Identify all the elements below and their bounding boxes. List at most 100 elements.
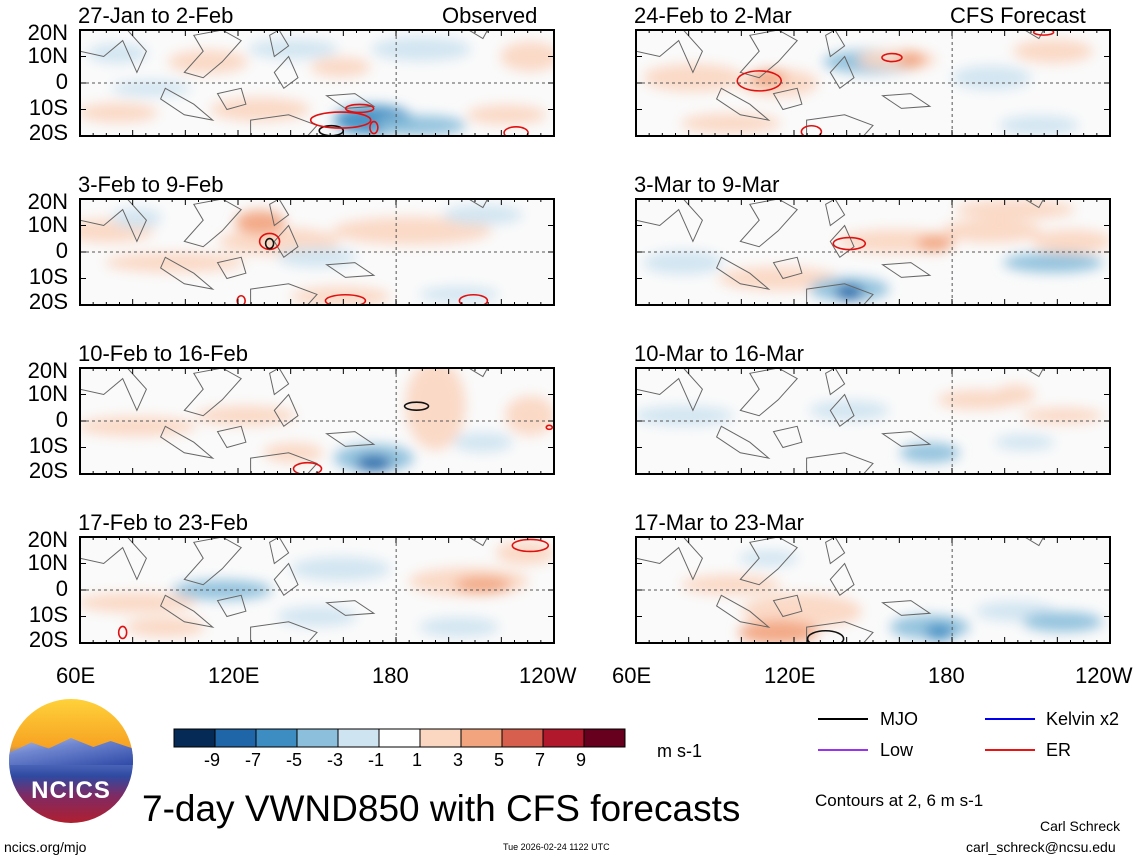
coastline bbox=[250, 283, 318, 305]
coastline bbox=[325, 600, 376, 616]
y-tick-label: 10N bbox=[27, 212, 68, 237]
anomaly-blob bbox=[290, 556, 391, 581]
coastline bbox=[80, 30, 147, 74]
anomaly-blob bbox=[263, 442, 324, 463]
anomaly-blob bbox=[80, 416, 197, 437]
coastline bbox=[739, 368, 798, 417]
map-panel bbox=[635, 198, 1111, 306]
coastline bbox=[216, 594, 247, 618]
anomaly-blob bbox=[454, 576, 511, 593]
wave-contour bbox=[503, 126, 529, 136]
anomaly-blob bbox=[125, 617, 206, 638]
coastline bbox=[806, 621, 874, 643]
anomaly-blob bbox=[310, 57, 371, 78]
coastline bbox=[739, 537, 798, 586]
y-tick-label: 20S bbox=[28, 458, 68, 483]
coastline bbox=[216, 256, 247, 280]
coastline bbox=[739, 30, 798, 79]
coastline bbox=[325, 431, 376, 447]
anomaly-blob bbox=[916, 235, 953, 252]
colorbar-tick: -7 bbox=[244, 750, 261, 770]
anomaly-blob bbox=[738, 550, 799, 567]
colorbar-swatch bbox=[214, 728, 257, 748]
x-tick-label: 180 bbox=[928, 663, 965, 688]
wave-contour bbox=[258, 232, 281, 251]
coastline bbox=[1023, 537, 1045, 547]
coastline bbox=[829, 562, 855, 597]
x-tick-label: 60E bbox=[56, 663, 96, 688]
coastline bbox=[825, 199, 846, 227]
contour-note: Contours at 2, 6 m s-1 bbox=[815, 791, 984, 810]
coastline bbox=[269, 199, 290, 227]
coastline bbox=[772, 87, 803, 111]
wave-contour bbox=[806, 629, 845, 643]
coastline bbox=[772, 594, 803, 618]
anomaly-blob bbox=[636, 405, 734, 426]
anomaly-blob bbox=[419, 286, 500, 303]
y-tick-label: 20N bbox=[27, 20, 68, 45]
x-tick-label: 120E bbox=[208, 663, 260, 688]
coastline bbox=[273, 224, 299, 259]
coastline bbox=[829, 55, 855, 90]
colorbar-tick: -5 bbox=[285, 750, 302, 770]
anomaly-blob bbox=[899, 442, 960, 463]
colorbar-swatch bbox=[296, 728, 339, 748]
y-tick-label: 0 bbox=[55, 576, 68, 601]
anomaly-field bbox=[80, 368, 554, 473]
colorbar-tick: 1 bbox=[411, 750, 422, 770]
coastline bbox=[159, 87, 215, 121]
figure-title: 7-day VWND850 with CFS forecasts bbox=[142, 788, 741, 829]
anomaly-blob bbox=[210, 97, 311, 122]
coastline bbox=[467, 30, 489, 40]
x-tick-label: 120E bbox=[764, 663, 816, 688]
coastline bbox=[80, 537, 147, 581]
map-panel bbox=[635, 29, 1111, 137]
anomaly-blob bbox=[355, 455, 392, 472]
colorbar-tick: 3 bbox=[452, 750, 463, 770]
y-tick-label: 20N bbox=[27, 358, 68, 383]
anomaly-blob bbox=[331, 216, 492, 245]
x-tick-label: 120W bbox=[1075, 664, 1133, 688]
wave-contour bbox=[117, 625, 128, 640]
coastline bbox=[772, 256, 803, 280]
anomaly-field bbox=[80, 540, 554, 638]
y-tick-label: 10N bbox=[27, 381, 68, 406]
anomaly-blob bbox=[87, 43, 148, 64]
map-panel bbox=[79, 536, 555, 644]
y-tick-label: 10S bbox=[28, 602, 68, 627]
anomaly-blob bbox=[235, 210, 286, 235]
panel-title: 3-Feb to 9-Feb bbox=[78, 172, 224, 197]
anomaly-blob bbox=[452, 432, 513, 453]
anomaly-blob bbox=[1013, 39, 1094, 64]
anomaly-blob bbox=[750, 69, 787, 86]
colorbar-swatch bbox=[337, 728, 380, 748]
coastline bbox=[636, 199, 703, 243]
coastline bbox=[829, 224, 855, 259]
coastline bbox=[80, 199, 147, 243]
coastline bbox=[467, 368, 489, 378]
anomaly-blob bbox=[505, 395, 554, 436]
coastline bbox=[80, 368, 147, 412]
y-tick-label: 10S bbox=[28, 95, 68, 120]
y-tick-label: 20N bbox=[27, 189, 68, 214]
anomaly-blob bbox=[995, 384, 1036, 405]
anomaly-blob bbox=[442, 204, 523, 225]
anomaly-blob bbox=[277, 606, 357, 627]
coastline bbox=[467, 537, 489, 547]
anomaly-blob bbox=[1003, 252, 1104, 273]
wave-contour bbox=[403, 401, 430, 411]
coastline bbox=[216, 87, 247, 111]
ncics-logo: NCICS bbox=[9, 699, 133, 823]
coastline bbox=[636, 368, 703, 412]
colorbar-swatch bbox=[460, 728, 503, 748]
panel-title: 3-Mar to 9-Mar bbox=[634, 172, 780, 197]
y-tick-label: 20N bbox=[27, 527, 68, 552]
coastline bbox=[1023, 199, 1045, 209]
colorbar-swatch bbox=[583, 728, 626, 748]
anomaly-blob bbox=[1022, 407, 1103, 424]
y-tick-label: 10N bbox=[27, 43, 68, 68]
coastline bbox=[250, 452, 318, 474]
coastline bbox=[183, 368, 242, 417]
x-tick-label: 120W bbox=[519, 663, 577, 688]
